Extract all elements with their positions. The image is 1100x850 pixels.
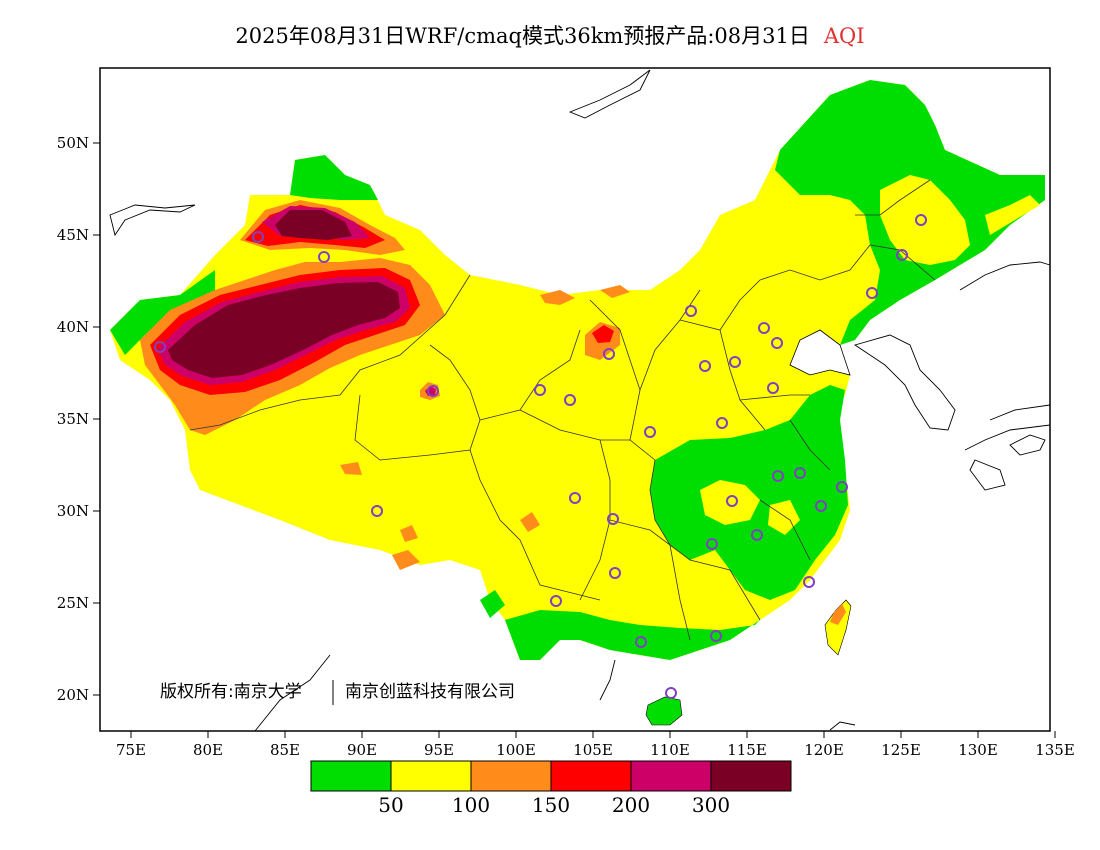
- station-marker: [772, 470, 784, 482]
- x-axis: 75E 80E 85E 90E 95E 100E 105E 110E 115E 120E 125E 1…: [116, 731, 1075, 759]
- station-marker: [550, 595, 562, 607]
- copyright-right: 南京创蓝科技有限公司: [345, 682, 515, 702]
- station-marker: [564, 394, 576, 406]
- station-marker: [710, 630, 722, 642]
- station-marker: [635, 636, 647, 648]
- station-marker: [706, 538, 718, 550]
- hotspot-southwest: [392, 550, 420, 570]
- map-title: 2025年08月31日WRF/cmaq模式36km预报产品:08月31日 AQI: [0, 20, 1100, 50]
- legend-label: 300: [692, 793, 730, 817]
- station-marker: [729, 356, 741, 368]
- x-tick-label: 105E: [573, 741, 613, 759]
- station-marker: [866, 287, 878, 299]
- y-tick-label: 30N: [57, 502, 89, 520]
- station-marker: [896, 249, 908, 261]
- x-tick-label: 85E: [270, 741, 300, 759]
- y-tick-label: 35N: [57, 410, 89, 428]
- hotspot-ordos-core: [592, 325, 614, 343]
- hotspot-tibet2: [340, 462, 362, 475]
- x-tick-label: 135E: [1035, 741, 1075, 759]
- y-tick-label: 20N: [57, 686, 89, 704]
- y-axis: 50N 45N 40N 35N 30N 25N 20N: [57, 134, 100, 704]
- coastlines: [109, 69, 1051, 732]
- legend-swatch: [470, 760, 552, 792]
- legend-swatch: [630, 760, 712, 792]
- station-marker: [758, 322, 770, 334]
- legend-swatch: [710, 760, 792, 792]
- hotspot-tibet: [400, 525, 418, 542]
- map-layers: [110, 80, 1045, 726]
- legend-label: 50: [378, 793, 403, 817]
- x-tick-label: 100E: [496, 741, 536, 759]
- y-tick-label: 45N: [57, 226, 89, 244]
- station-marker: [767, 382, 779, 394]
- region-yellow-central-patch2: [768, 500, 800, 535]
- station-marker: [427, 385, 439, 397]
- station-marker: [665, 687, 677, 699]
- province-boundaries: [189, 179, 936, 641]
- legend-label: 150: [532, 793, 570, 817]
- station-marker: [836, 481, 848, 493]
- station-marker: [609, 567, 621, 579]
- region-taiwan-orange: [830, 604, 846, 625]
- region-yellow-ne-strip: [985, 195, 1040, 235]
- station-marker: [726, 495, 738, 507]
- region-green-xinjiang-north: [290, 155, 378, 200]
- x-tick-label: 115E: [727, 741, 767, 759]
- x-tick-label: 130E: [958, 741, 998, 759]
- station-marker: [534, 384, 546, 396]
- x-tick-label: 90E: [347, 741, 377, 759]
- color-legend: 50 100 150 200 300: [310, 760, 792, 817]
- station-marker: [644, 426, 656, 438]
- x-tick-label: 125E: [881, 741, 921, 759]
- bohai-sea: [789, 329, 851, 376]
- station-marker: [603, 348, 615, 360]
- title-main: 2025年08月31日WRF/cmaq模式36km预报产品:08月31日: [235, 24, 810, 48]
- title-variable: AQI: [823, 24, 865, 48]
- x-tick-label: 110E: [650, 741, 690, 759]
- station-markers: [154, 214, 927, 699]
- station-marker: [803, 576, 815, 588]
- y-tick-label: 40N: [57, 318, 89, 336]
- region-maroon-junggar: [275, 210, 352, 240]
- hotspot-sichuan: [520, 512, 540, 532]
- station-marker: [699, 360, 711, 372]
- legend-swatch: [310, 760, 392, 792]
- station-marker: [716, 417, 728, 429]
- station-marker: [815, 500, 827, 512]
- station-marker: [252, 231, 264, 243]
- y-tick-label: 25N: [57, 594, 89, 612]
- legend-swatch: [550, 760, 632, 792]
- region-green-yunnan-west: [480, 590, 505, 618]
- station-marker: [154, 341, 166, 353]
- hotspot-north2: [600, 285, 630, 298]
- copyright-left: 版权所有:南京大学: [160, 682, 302, 702]
- x-tick-label: 75E: [116, 741, 146, 759]
- x-tick-label: 120E: [804, 741, 844, 759]
- station-marker: [607, 513, 619, 525]
- region-green-west: [110, 270, 215, 355]
- region-maroon-tarim: [168, 282, 400, 378]
- station-marker: [794, 467, 806, 479]
- station-marker: [685, 305, 697, 317]
- station-marker: [371, 505, 383, 517]
- legend-swatch: [390, 760, 472, 792]
- y-tick-label: 50N: [57, 134, 89, 152]
- station-marker: [915, 214, 927, 226]
- hotspot-north: [540, 290, 575, 305]
- station-marker: [569, 492, 581, 504]
- region-yellow-central-patch: [700, 480, 760, 525]
- legend-label: 200: [612, 793, 650, 817]
- station-marker: [751, 529, 763, 541]
- legend-label: 100: [452, 793, 490, 817]
- x-tick-label: 95E: [424, 741, 454, 759]
- station-marker: [771, 337, 783, 349]
- x-tick-label: 80E: [193, 741, 223, 759]
- station-marker: [318, 251, 330, 263]
- region-green-south: [505, 610, 760, 660]
